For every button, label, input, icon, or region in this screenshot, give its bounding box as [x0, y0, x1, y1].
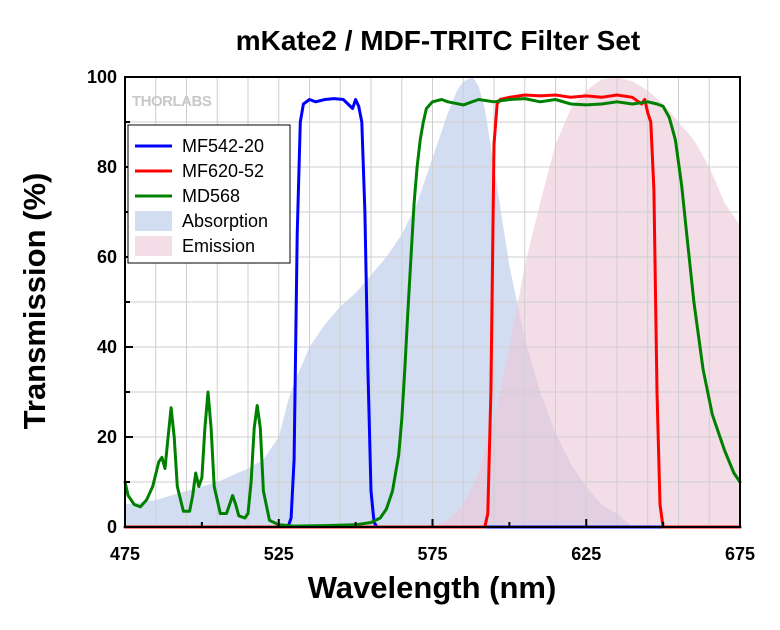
legend-swatch-emission: [135, 236, 172, 256]
y-axis-title: Transmission (%): [17, 173, 52, 430]
legend-label-emission: Emission: [182, 236, 255, 256]
series-line-mf542-20: [123, 97, 742, 529]
x-tick-label: 525: [264, 544, 294, 564]
series-line-mf620-52: [123, 93, 742, 529]
y-tick-label: 40: [97, 337, 117, 357]
y-tick-label: 20: [97, 427, 117, 447]
x-tick-label: 625: [571, 544, 601, 564]
y-tick-label: 60: [97, 247, 117, 267]
x-tick-label: 575: [417, 544, 447, 564]
chart-title: mKate2 / MDF-TRITC Filter Set: [236, 25, 640, 56]
y-tick-label: 0: [107, 517, 117, 537]
y-tick-label: 80: [97, 157, 117, 177]
legend-label-mf542-20: MF542-20: [182, 136, 264, 156]
legend-label-mf620-52: MF620-52: [182, 161, 264, 181]
brand-logo: THORLABS: [132, 93, 212, 110]
legend: MF542-20 MF620-52 MD568 Absorption Emission: [127, 124, 291, 264]
legend-label-md568: MD568: [182, 186, 240, 206]
legend-label-absorption: Absorption: [182, 211, 268, 231]
y-tick-label: 100: [87, 67, 117, 87]
x-tick-label: 675: [725, 544, 755, 564]
legend-swatch-absorption: [135, 211, 172, 231]
series-line-md568: [123, 97, 742, 528]
x-axis-title: Wavelength (nm): [308, 570, 557, 605]
x-tick-label: 475: [110, 544, 140, 564]
